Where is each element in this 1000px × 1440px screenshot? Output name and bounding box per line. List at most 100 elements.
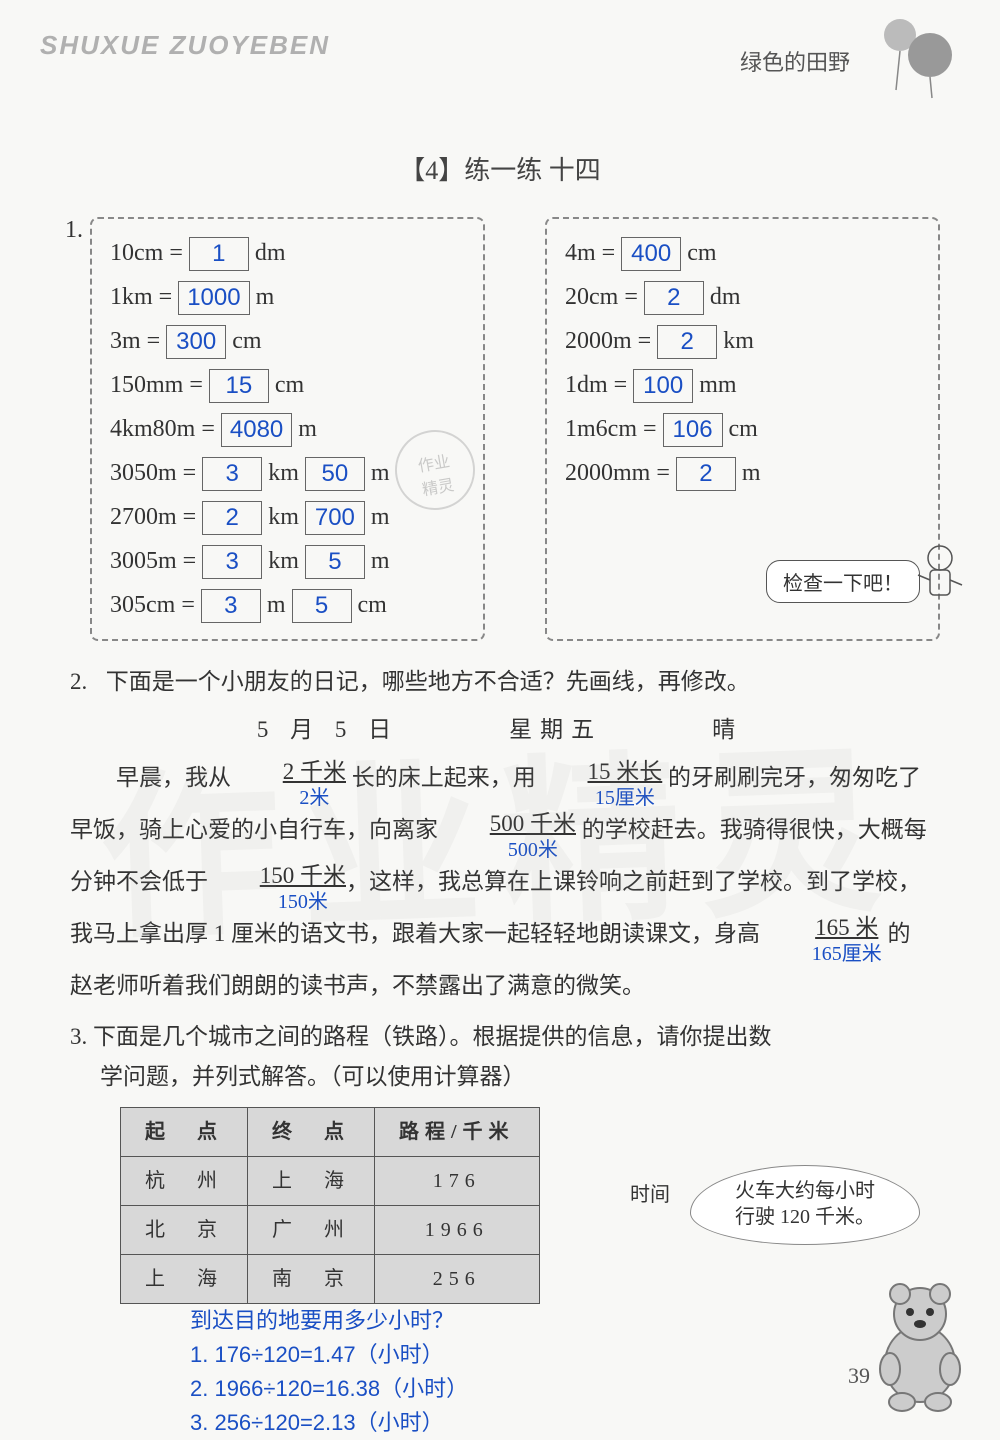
answer-box: 5	[305, 545, 365, 579]
correction-pair: 150 千米150米	[214, 861, 346, 913]
diary-date: 5 月 5 日	[257, 717, 399, 742]
conversion-lhs: 20cm =	[565, 284, 638, 310]
unit-label: cm	[687, 240, 716, 266]
table-cell: 1966	[375, 1206, 540, 1255]
diary-body: 早晨，我从 2 千米2米 长的床上起来，用 15 米长15厘米 的牙刷刷完牙，匆…	[70, 757, 930, 1007]
original-text: 165 米	[769, 913, 878, 943]
table-row: 杭 州上 海176	[121, 1157, 540, 1206]
unit-label: km	[723, 328, 754, 354]
unit-label: cm	[358, 592, 387, 618]
header-subtitle: 绿色的田野	[740, 45, 850, 77]
unit-label: cm	[232, 328, 261, 354]
unit-label: km	[268, 548, 299, 574]
answer-box: 15	[209, 369, 269, 403]
unit-label: cm	[275, 372, 304, 398]
conversion-row: 3m = 300 cm	[110, 319, 465, 363]
answer-box: 2	[676, 457, 736, 491]
question-2: 2. 下面是一个小朋友的日记，哪些地方不合适？先画线，再修改。 5 月 5 日 …	[0, 641, 1000, 1007]
unit-label: km	[268, 460, 299, 486]
q3-number: 3.	[70, 1024, 87, 1049]
conversion-lhs: 2700m =	[110, 504, 196, 530]
unit-label: m	[371, 548, 390, 574]
check-bubble: 检查一下吧！	[766, 560, 920, 603]
table-row: 北 京广 州1966	[121, 1206, 540, 1255]
answer-box: 3	[201, 589, 261, 623]
answer-box: 3	[202, 457, 262, 491]
conversion-lhs: 2000mm =	[565, 460, 670, 486]
distance-table: 起 点终 点路程/千米杭 州上 海176北 京广 州1966上 海南 京256	[120, 1107, 540, 1304]
conversion-row: 20cm = 2 dm	[565, 275, 920, 319]
conversion-row: 150mm = 15 cm	[110, 363, 465, 407]
q1-left-box: 10cm = 1 dm 1km = 1000 m 3m = 300 cm 150…	[90, 217, 485, 641]
table-cell: 256	[375, 1255, 540, 1304]
diary-weather: 晴	[712, 717, 743, 742]
q3-answer-3: 3. 256÷120=2.13（小时）	[190, 1406, 930, 1440]
answer-box: 2	[202, 501, 262, 535]
table-cell: 杭 州	[121, 1157, 248, 1206]
q3-prompt-l1: 下面是几个城市之间的路程（铁路）。根据提供的信息，请你提出数	[93, 1024, 772, 1049]
correction-pair: 500 千米500米	[444, 809, 576, 861]
answer-box: 1	[189, 237, 249, 271]
q3-answer-question: 到达目的地要用多少小时？	[190, 1304, 930, 1338]
character-small-icon	[910, 540, 970, 615]
conversion-lhs: 305cm =	[110, 592, 195, 618]
correction-text: 150米	[232, 891, 328, 913]
answer-box: 3	[202, 545, 262, 579]
bear-mascot-icon	[860, 1274, 980, 1419]
conversion-row: 3005m = 3 km 5 m	[110, 539, 465, 583]
unit-label: dm	[255, 240, 286, 266]
page-header: SHUXUE ZUOYEBEN 绿色的田野	[0, 0, 1000, 100]
answer-box: 300	[166, 325, 226, 359]
correction-pair: 15 米长15厘米	[542, 757, 663, 809]
unit-label: m	[298, 416, 317, 442]
correction-pair: 165 米165厘米	[766, 913, 882, 965]
conversion-lhs: 3050m =	[110, 460, 196, 486]
table-cell: 上 海	[248, 1157, 375, 1206]
table-cell: 南 京	[248, 1255, 375, 1304]
balloons-icon	[870, 10, 960, 105]
correction-text: 15厘米	[549, 787, 655, 809]
conversion-row: 1m6cm = 106 cm	[565, 407, 920, 451]
table-header-cell: 路程/千米	[375, 1108, 540, 1157]
conversion-row: 1dm = 100 mm	[565, 363, 920, 407]
q3-answer-1: 1. 176÷120=1.47（小时）	[190, 1338, 930, 1372]
unit-label: km	[268, 504, 299, 530]
q2-number: 2.	[70, 661, 100, 703]
q3-answers: 到达目的地要用多少小时？ 1. 176÷120=1.47（小时） 2. 1966…	[70, 1304, 930, 1440]
conversion-lhs: 4m =	[565, 240, 615, 266]
conversion-lhs: 10cm =	[110, 240, 183, 266]
conversion-row: 2000m = 2 km	[565, 319, 920, 363]
table-header-row: 起 点终 点路程/千米	[121, 1108, 540, 1157]
correction-text: 165厘米	[766, 943, 882, 965]
table-header-cell: 终 点	[248, 1108, 375, 1157]
q1-number: 1.	[65, 217, 83, 244]
table-row: 上 海南 京256	[121, 1255, 540, 1304]
table-cell: 广 州	[248, 1206, 375, 1255]
q3-answer-2: 2. 1966÷120=16.38（小时）	[190, 1372, 930, 1406]
table-header-cell: 起 点	[121, 1108, 248, 1157]
answer-box: 5	[292, 589, 352, 623]
original-text: 2 千米	[237, 757, 346, 787]
original-text: 150 千米	[214, 861, 346, 891]
answer-box: 1000	[178, 281, 249, 315]
conversion-lhs: 3005m =	[110, 548, 196, 574]
conversion-lhs: 150mm =	[110, 372, 203, 398]
table-cell: 北 京	[121, 1206, 248, 1255]
unit-label: cm	[729, 416, 758, 442]
correction-text: 2米	[253, 787, 329, 809]
unit-label: dm	[710, 284, 741, 310]
conversion-lhs: 3m =	[110, 328, 160, 354]
original-text: 15 米长	[542, 757, 663, 787]
correction-pair: 2 千米2米	[237, 757, 346, 809]
diary-header: 5 月 5 日 星期五 晴	[70, 709, 930, 751]
conversion-lhs: 1dm =	[565, 372, 627, 398]
q3-time-label: 时间	[630, 1180, 670, 1210]
table-cell: 上 海	[121, 1255, 248, 1304]
conversion-row: 10cm = 1 dm	[110, 231, 465, 275]
table-cell: 176	[375, 1157, 540, 1206]
conversion-row: 1km = 1000 m	[110, 275, 465, 319]
answer-box: 700	[305, 501, 365, 535]
answer-box: 106	[663, 413, 723, 447]
unit-label: mm	[699, 372, 736, 398]
conversion-lhs: 1km =	[110, 284, 172, 310]
